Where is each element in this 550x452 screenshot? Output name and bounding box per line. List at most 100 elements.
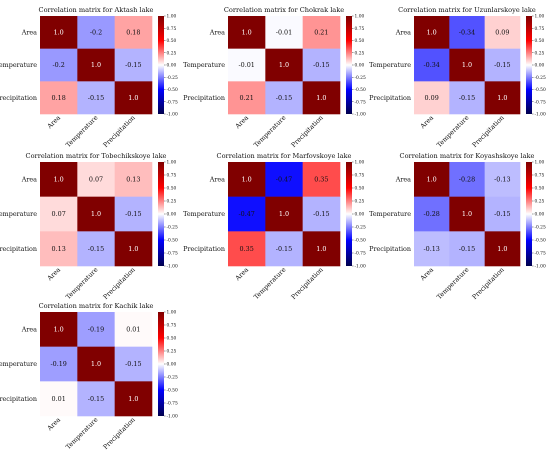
x-tick-label: Temperature [64, 266, 99, 301]
colorbar-tick-label: 1.00 [167, 161, 177, 166]
colorbar-tick-label: 0.75 [167, 324, 177, 329]
colorbar-tick-label: 0.50 [167, 187, 177, 192]
heatmap-cell [228, 196, 266, 232]
heatmap-panel-4: Correlation matrix for Tobechikskoye lak… [0, 152, 178, 301]
cell-label: -0.15 [313, 61, 329, 69]
heatmap-title: Correlation matrix for Koyashskoye lake [400, 152, 535, 160]
heatmap-cell [302, 196, 341, 232]
colorbar-tick-label: 0.25 [167, 200, 177, 205]
y-tick-label: Precipitation [0, 395, 37, 403]
cell-label: -0.19 [88, 326, 104, 334]
colorbar-tick-label: -0.25 [535, 226, 546, 231]
heatmap-cell [77, 346, 115, 382]
x-tick-label: Precipitation [470, 114, 505, 149]
y-tick-label: Temperature [183, 210, 225, 218]
colorbar-tick-label: 0.50 [167, 337, 177, 342]
colorbar-tick-label: -1.00 [167, 415, 178, 420]
heatmap-title: Correlation matrix for Chokrak lake [224, 6, 344, 14]
y-tick-label: Precipitation [183, 94, 225, 102]
cell-label: -0.15 [125, 210, 141, 218]
heatmap-panel-7: Correlation matrix for Kachik lake 1.0 -0.… [0, 302, 178, 451]
cell-label: -0.15 [88, 94, 104, 102]
cell-label: -0.15 [125, 61, 141, 69]
colorbar-tick-label: 0.75 [535, 27, 545, 32]
heatmap-title: Correlation matrix for Kachik lake [39, 302, 154, 310]
x-tick-label: Precipitation [101, 266, 136, 301]
cell-label: 0.13 [52, 245, 66, 253]
colorbar-tick-label: 0.00 [167, 213, 177, 218]
heatmap-cell [40, 81, 78, 115]
heatmap-cell [414, 16, 450, 49]
colorbar-tick-label: -0.25 [535, 76, 546, 81]
cell-label: 1.0 [54, 326, 64, 334]
colorbar-tick-label: 0.25 [535, 51, 545, 56]
cell-label: -0.15 [125, 360, 141, 368]
cell-label: 0.09 [495, 29, 509, 37]
y-tick-label: Area [21, 29, 37, 37]
x-tick-label: Precipitation [289, 114, 324, 149]
heatmap-cell [265, 48, 303, 82]
cell-label: -0.15 [459, 94, 475, 102]
colorbar-tick-label: 0.50 [535, 187, 545, 192]
cell-label: 1.0 [462, 210, 472, 218]
cell-label: -0.34 [423, 61, 439, 69]
colorbar-tick-label: 0.50 [355, 187, 365, 192]
y-tick-label: Area [209, 176, 225, 184]
heatmap-panel-5: Correlation matrix for Marfovskoye lake 1… [183, 152, 366, 301]
colorbar-tick-label: 0.00 [355, 64, 365, 69]
cell-label: 0.35 [240, 245, 254, 253]
heatmap-cell [114, 381, 153, 417]
heatmap-cell [40, 231, 78, 267]
colorbar-tick-label: -1.00 [355, 265, 366, 270]
cell-label: -0.15 [88, 395, 104, 403]
cell-label: 1.0 [279, 210, 289, 218]
cell-label: 0.18 [52, 94, 66, 102]
cell-label: -0.15 [494, 210, 510, 218]
colorbar-tick-label: 0.00 [355, 213, 365, 218]
cell-label: -0.34 [459, 29, 475, 37]
heatmap-cell [414, 81, 450, 115]
x-tick-label: Temperature [252, 266, 287, 301]
colorbar-tick-label: -0.50 [355, 239, 366, 244]
heatmap-cell [449, 48, 485, 82]
heatmap-cell [302, 231, 341, 267]
cell-label: -0.15 [459, 245, 475, 253]
heatmap-title: Correlation matrix for Marfovskoye lake [217, 152, 352, 160]
x-tick-label: Temperature [435, 266, 470, 301]
heatmap-cell [228, 231, 266, 267]
colorbar-tick-label: 0.75 [355, 27, 365, 32]
heatmap-cell [265, 16, 303, 49]
x-tick-label: Precipitation [470, 266, 505, 301]
colorbar-tick-label: -0.50 [535, 239, 546, 244]
heatmap-cell [114, 81, 153, 115]
cell-label: 1.0 [279, 61, 289, 69]
x-tick-label: Precipitation [101, 114, 136, 149]
heatmap-cell [114, 48, 153, 82]
colorbar-tick-label: -0.25 [355, 226, 366, 231]
y-tick-label: Precipitation [369, 245, 411, 253]
y-tick-label: Temperature [0, 61, 37, 69]
colorbar-tick-label: -0.75 [167, 252, 178, 257]
heatmap-cell [40, 346, 78, 382]
heatmap-cell [77, 196, 115, 232]
heatmap-cell [40, 312, 78, 347]
x-tick-label: Temperature [64, 114, 99, 149]
colorbar-tick-label: -0.50 [535, 88, 546, 93]
cell-label: 1.0 [497, 94, 507, 102]
colorbar-tick-label: -1.00 [167, 113, 178, 118]
cell-label: 0.13 [126, 176, 140, 184]
y-tick-label: Temperature [369, 210, 411, 218]
heatmap-cell [449, 162, 485, 197]
colorbar-tick-label: -0.75 [167, 402, 178, 407]
colorbar-tick-label: 0.00 [167, 64, 177, 69]
colorbar [346, 16, 352, 114]
colorbar-tick-label: 0.25 [167, 51, 177, 56]
colorbar-tick-label: -0.25 [167, 226, 178, 231]
cell-label: -0.01 [238, 61, 254, 69]
colorbar-tick-label: -0.50 [167, 239, 178, 244]
x-tick-label: Area [233, 114, 250, 131]
heatmap-cell [40, 48, 78, 82]
cell-label: -0.15 [494, 61, 510, 69]
heatmap-cell [484, 231, 521, 267]
heatmap-panel-6: Correlation matrix for Koyashskoye lake 1… [369, 152, 546, 301]
